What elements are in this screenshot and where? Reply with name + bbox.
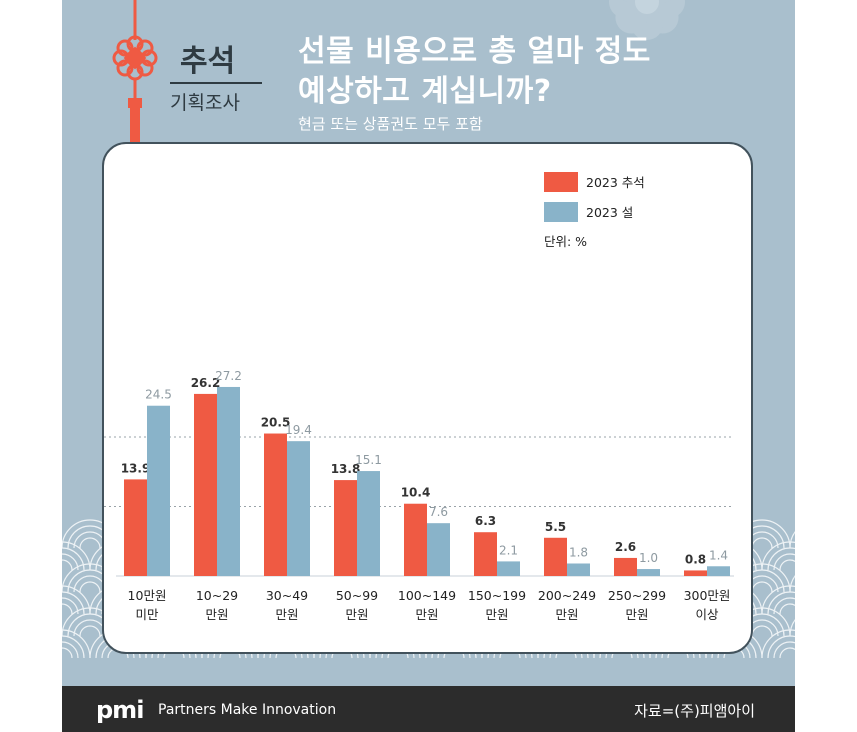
data-label: 26.2 bbox=[191, 376, 221, 390]
data-label: 15.1 bbox=[355, 453, 382, 467]
footer: pmi Partners Make Innovation 자료=(주)피앰아이 bbox=[62, 686, 795, 732]
bar-chuseok bbox=[544, 537, 567, 576]
category-label: 만원 bbox=[625, 607, 648, 622]
headline-line2: 예상하고 계십니까? bbox=[298, 74, 552, 109]
bar-seol bbox=[497, 561, 520, 576]
bar-chuseok bbox=[264, 433, 287, 576]
source-credit: 자료=(주)피앰아이 bbox=[634, 702, 755, 720]
data-label: 2.1 bbox=[499, 543, 518, 557]
headline: 선물 비용으로 총 얼마 정도 예상하고 계십니까? bbox=[298, 32, 651, 112]
data-label: 13.9 bbox=[121, 461, 151, 475]
legend-swatch bbox=[544, 172, 578, 192]
bar-seol bbox=[567, 563, 590, 576]
badge-subtitle: 기획조사 bbox=[170, 92, 240, 114]
badge-title: 추석 bbox=[180, 44, 236, 79]
legend-label: 2023 설 bbox=[586, 205, 633, 220]
data-label: 19.4 bbox=[285, 423, 312, 437]
data-label: 24.5 bbox=[145, 388, 172, 402]
headline-subtitle: 현금 또는 상품권도 모두 포함 bbox=[298, 115, 483, 133]
data-label: 13.8 bbox=[331, 462, 361, 476]
bar-seol bbox=[707, 566, 730, 576]
category-label: 50~99 bbox=[336, 588, 378, 603]
bar-seol bbox=[287, 441, 310, 576]
category-label: 만원 bbox=[275, 607, 298, 622]
bar-chuseok bbox=[684, 570, 707, 576]
data-label: 7.6 bbox=[429, 505, 448, 519]
data-label: 2.6 bbox=[615, 540, 636, 554]
unit-label: 단위: % bbox=[544, 234, 587, 249]
bar-chuseok bbox=[334, 480, 357, 576]
bar-chuseok bbox=[614, 557, 637, 576]
bar-seol bbox=[357, 471, 380, 576]
bar-seol bbox=[637, 569, 660, 576]
headline-line1: 선물 비용으로 총 얼마 정도 bbox=[298, 34, 651, 69]
data-label: 20.5 bbox=[261, 416, 291, 430]
category-label: 만원 bbox=[345, 607, 368, 622]
badge-divider bbox=[170, 82, 262, 84]
category-label: 만원 bbox=[205, 607, 228, 622]
flower-ornament bbox=[609, 0, 685, 40]
data-label: 0.8 bbox=[685, 552, 706, 566]
pmi-logo: pmi bbox=[96, 696, 144, 724]
data-label: 5.5 bbox=[545, 520, 566, 534]
bar-chuseok bbox=[194, 393, 217, 576]
category-label: 10~29 bbox=[196, 588, 238, 603]
data-label: 1.4 bbox=[709, 548, 728, 562]
legend-label: 2023 추석 bbox=[586, 175, 645, 190]
category-label: 150~199 bbox=[468, 588, 526, 603]
bar-seol bbox=[427, 523, 450, 576]
bar-chuseok bbox=[474, 532, 497, 576]
category-label: 만원 bbox=[485, 607, 508, 622]
data-label: 6.3 bbox=[475, 514, 496, 528]
category-label: 만원 bbox=[555, 607, 578, 622]
category-label: 30~49 bbox=[266, 588, 308, 603]
poster: 추석 기획조사 선물 비용으로 총 얼마 정도 예상하고 계십니까? 현금 또는… bbox=[62, 0, 795, 732]
bar-seol bbox=[217, 386, 240, 576]
data-label: 1.8 bbox=[569, 545, 588, 559]
category-label: 미만 bbox=[135, 607, 159, 622]
data-label: 1.0 bbox=[639, 551, 658, 565]
footer-tagline: Partners Make Innovation bbox=[158, 702, 337, 718]
category-label: 이상 bbox=[695, 607, 719, 622]
bar-chuseok bbox=[404, 503, 427, 576]
category-label: 100~149 bbox=[398, 588, 456, 603]
bar-chuseok bbox=[124, 479, 147, 576]
data-label: 27.2 bbox=[215, 369, 242, 383]
category-label: 250~299 bbox=[608, 588, 666, 603]
bar-seol bbox=[147, 405, 170, 576]
category-label: 200~249 bbox=[538, 588, 596, 603]
category-label: 300만원 bbox=[684, 588, 731, 603]
category-label: 10만원 bbox=[128, 588, 167, 603]
data-label: 10.4 bbox=[401, 486, 431, 500]
category-label: 만원 bbox=[415, 607, 438, 622]
legend-swatch bbox=[544, 202, 578, 222]
